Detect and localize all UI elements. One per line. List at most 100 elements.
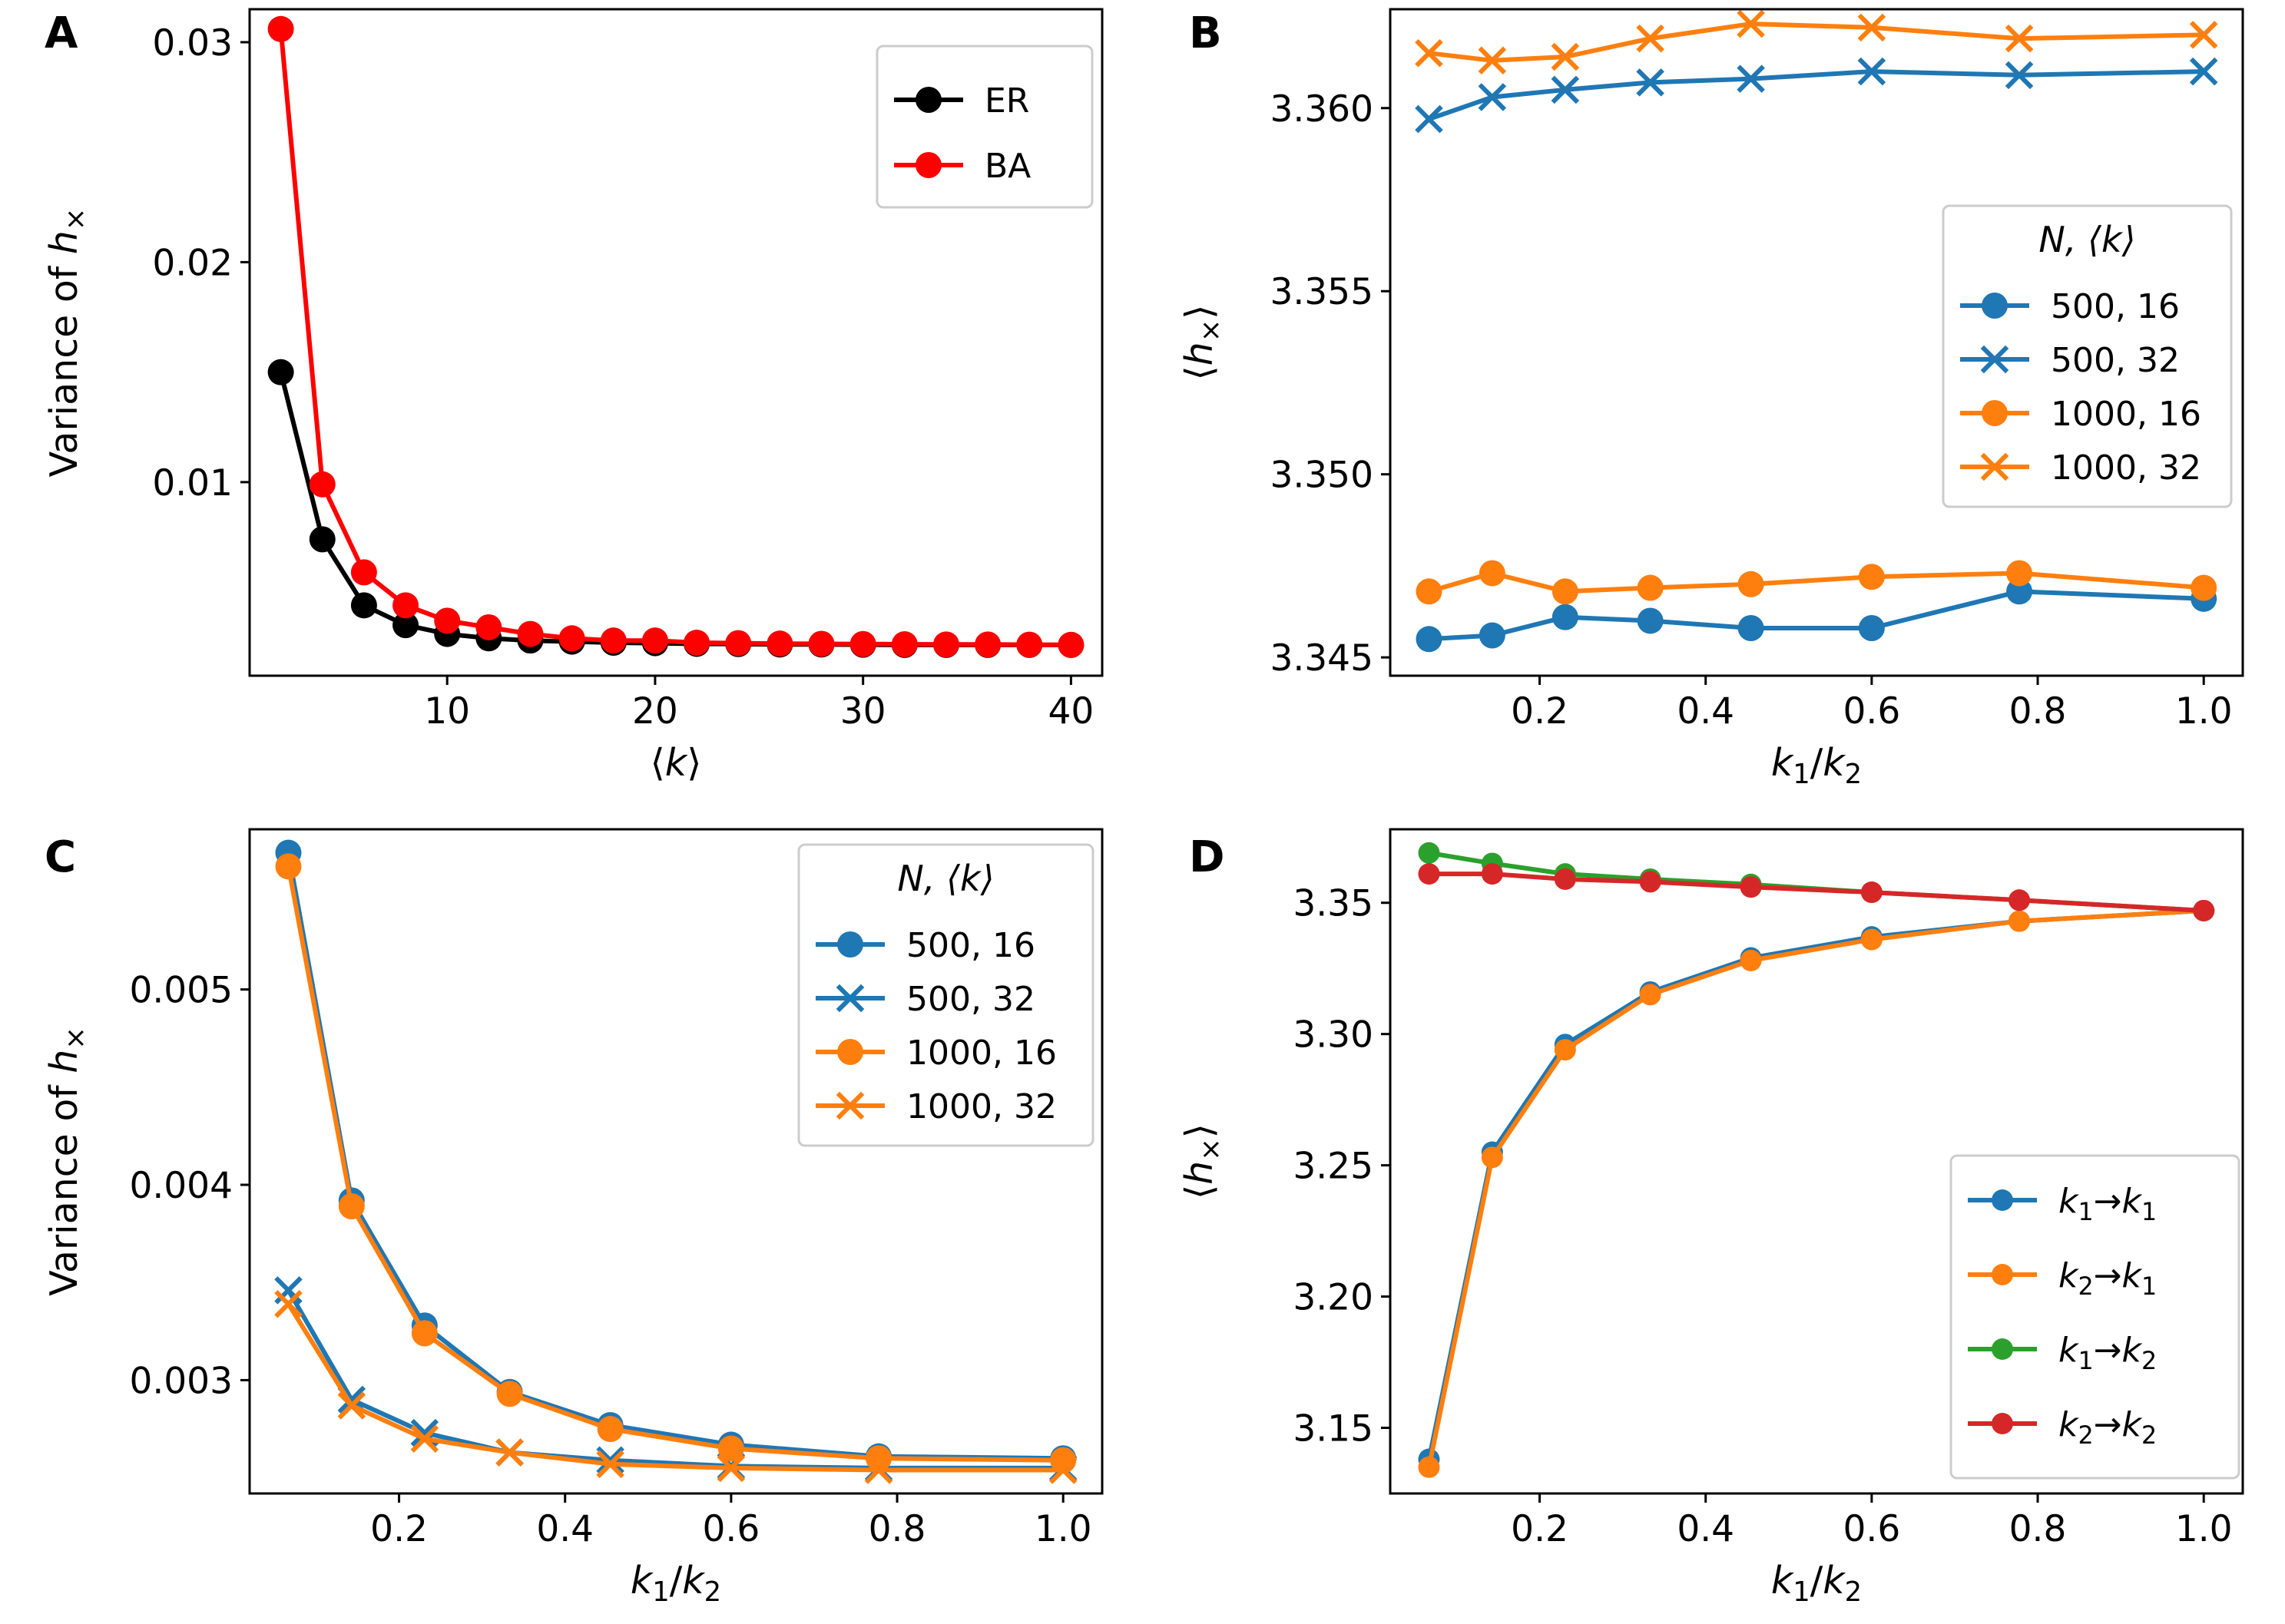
x-tick-label: 0.2 bbox=[1511, 1508, 1568, 1550]
data-point bbox=[1478, 46, 1507, 75]
y-tick-label: 3.25 bbox=[1293, 1146, 1373, 1188]
data-point bbox=[1048, 1456, 1078, 1484]
series-2 bbox=[275, 853, 1077, 1474]
data-point bbox=[411, 1320, 438, 1347]
data-point bbox=[1551, 604, 1578, 630]
data-point bbox=[1636, 68, 1664, 97]
data-point bbox=[2006, 560, 2033, 587]
data-point bbox=[1637, 607, 1664, 634]
data-point bbox=[337, 1391, 366, 1420]
data-point bbox=[410, 1424, 439, 1454]
legend-label: 500, 16 bbox=[2051, 287, 2180, 326]
legend-marker bbox=[916, 152, 942, 178]
data-point bbox=[1737, 9, 1765, 38]
data-point bbox=[1639, 871, 1661, 893]
data-point bbox=[1418, 863, 1440, 885]
panel-a: A 10 20 30 40 0.01 0.02 0.03 ⟨k⟩ Variance of h× ER… bbox=[42, 8, 1104, 785]
legend-entry: 1000, 32 bbox=[816, 1087, 1057, 1126]
x-tick-label: 0.8 bbox=[2009, 1508, 2067, 1550]
x-tick-label: 0.4 bbox=[1677, 1508, 1734, 1550]
x-axis-label: k1/k2 bbox=[631, 1559, 721, 1608]
panel-letter: D bbox=[1189, 832, 1224, 882]
y-tick-label: 3.350 bbox=[1270, 455, 1373, 497]
legend-entry: 500, 32 bbox=[816, 980, 1035, 1019]
data-point bbox=[2005, 24, 2034, 53]
legend-marker bbox=[1992, 1264, 2013, 1285]
y-tick-label: 0.03 bbox=[152, 22, 233, 64]
data-point bbox=[1860, 881, 1883, 904]
legend-entry: k2→k1 bbox=[1968, 1256, 2157, 1301]
x-tick-label: 40 bbox=[1048, 690, 1094, 733]
legend-marker bbox=[1982, 400, 2008, 426]
data-point bbox=[849, 630, 876, 657]
y-tick-label: 3.15 bbox=[1293, 1408, 1373, 1450]
data-point bbox=[2008, 889, 2031, 911]
data-point bbox=[338, 1193, 365, 1220]
data-point bbox=[1740, 876, 1762, 898]
data-point bbox=[891, 631, 918, 658]
legend-marker bbox=[837, 931, 863, 958]
plot-frame bbox=[1389, 828, 2244, 1495]
y-tick-label: 0.005 bbox=[129, 970, 233, 1012]
x-tick-label: 0.6 bbox=[1843, 1508, 1900, 1550]
series-line bbox=[1429, 872, 2204, 913]
y-tick-label: 3.30 bbox=[1293, 1014, 1373, 1057]
legend-marker bbox=[836, 1091, 865, 1120]
data-point bbox=[434, 607, 461, 634]
data-point bbox=[2189, 57, 2218, 86]
series-line bbox=[1428, 69, 2204, 121]
data-point bbox=[864, 1456, 893, 1484]
series-line bbox=[286, 1302, 1064, 1473]
legend-marker bbox=[1980, 345, 2009, 374]
data-point bbox=[596, 1446, 624, 1475]
legend-title: N, ⟨k⟩ bbox=[2038, 219, 2135, 260]
data-point bbox=[309, 526, 336, 553]
x-tick-label: 0.2 bbox=[370, 1508, 428, 1550]
legend-label: 1000, 16 bbox=[906, 1034, 1057, 1073]
legend-label: k1→k2 bbox=[2058, 1331, 2157, 1375]
data-point bbox=[1860, 928, 1883, 951]
y-tick-label: 3.20 bbox=[1293, 1277, 1373, 1319]
data-point bbox=[274, 1289, 303, 1318]
data-point bbox=[2193, 899, 2215, 921]
data-point bbox=[1737, 571, 1764, 597]
panel-b: B 0.2 0.4 0.6 0.8 1.0 3.345 3.350 3.355 3.360 k1/k… bbox=[1177, 8, 2244, 790]
data-point bbox=[1058, 631, 1085, 658]
data-point bbox=[1478, 83, 1507, 111]
data-point bbox=[275, 853, 302, 880]
plot-frame bbox=[248, 828, 1104, 1495]
data-point bbox=[717, 1435, 744, 1462]
x-tick-label: 0.8 bbox=[2009, 690, 2067, 733]
series-3 bbox=[1415, 9, 2218, 75]
data-point bbox=[392, 612, 419, 639]
x-tick-label: 1.0 bbox=[2175, 690, 2233, 733]
legend-label: 1000, 32 bbox=[906, 1087, 1057, 1126]
y-axis-label: ⟨h×⟩ bbox=[1177, 305, 1227, 381]
data-point bbox=[350, 559, 377, 586]
legend-entry: k2→k2 bbox=[1968, 1405, 2157, 1450]
panel-d: D 0.2 0.4 0.6 0.8 1.0 3.15 3.20 3.25 3.30 3.35 k1/k… bbox=[1177, 828, 2244, 1608]
legend-entry: 1000, 16 bbox=[816, 1034, 1057, 1073]
data-point bbox=[1415, 104, 1443, 134]
data-point bbox=[267, 15, 294, 42]
data-point bbox=[597, 1416, 624, 1443]
data-point bbox=[684, 630, 710, 657]
series-line bbox=[1429, 21, 2204, 63]
data-point bbox=[975, 631, 1002, 658]
data-point bbox=[1740, 949, 1762, 971]
data-point bbox=[1636, 24, 1664, 53]
data-point bbox=[1858, 564, 1885, 590]
legend-entry: BA bbox=[894, 147, 1031, 186]
x-axis-label: k1/k2 bbox=[1771, 741, 1862, 790]
legend-entry: 500, 16 bbox=[816, 926, 1035, 965]
legend-entry: ER bbox=[894, 81, 1029, 121]
data-point bbox=[596, 1450, 624, 1479]
data-point bbox=[1554, 1039, 1576, 1061]
panel-letter: C bbox=[45, 832, 76, 882]
data-point bbox=[1415, 38, 1443, 68]
x-tick-label: 0.6 bbox=[1843, 690, 1900, 733]
y-tick-label: 0.004 bbox=[129, 1165, 233, 1207]
data-point bbox=[1737, 64, 1765, 93]
legend-marker bbox=[916, 87, 942, 113]
legend: N, ⟨k⟩ 500, 16 500, 32 1000, 16 1000, 32 bbox=[797, 843, 1094, 1147]
